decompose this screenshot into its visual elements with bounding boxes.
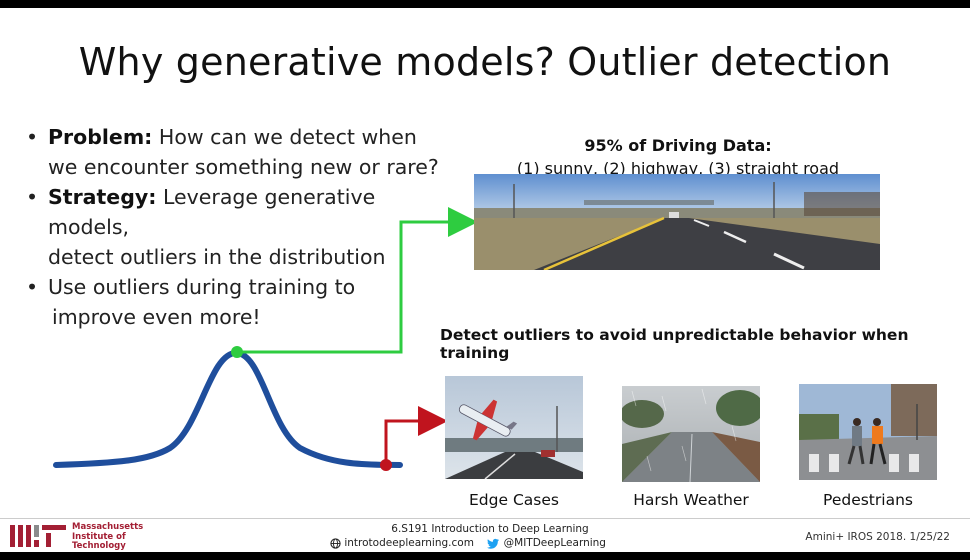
citation-text: Amini+ IROS 2018. 1/25/22: [805, 531, 950, 543]
red-arrow-path: [384, 406, 448, 465]
bullet-text: How can we detect when: [152, 125, 417, 149]
bullet-text: Leverage generative models,: [48, 185, 376, 239]
bullet-text-continued: detect outliers in the distribution: [48, 245, 386, 269]
bullet-text: Use outliers during training to: [48, 275, 356, 299]
slide-footer: Massachusetts Institute of Technology 6.…: [0, 518, 970, 552]
driving-data-heading: 95% of Driving Data: (1) sunny, (2) high…: [468, 136, 888, 178]
slide-title: Why generative models? Outlier detection: [78, 40, 892, 84]
footer-links: introtodeeplearning.com @MITDeepLearning: [330, 537, 606, 549]
driving-data-subtitle: (1) sunny, (2) highway, (3) straight roa…: [516, 159, 840, 178]
twitter-bird-icon: [487, 538, 500, 549]
bullet-text-continued: improve even more!: [52, 305, 261, 329]
website-link[interactable]: introtodeeplearning.com: [344, 537, 474, 549]
bullet-use-outliers: Use outliers during training to improve …: [26, 272, 446, 332]
bullet-list: Problem: How can we detect when we encou…: [26, 122, 446, 332]
driving-data-title: 95% of Driving Data:: [584, 136, 772, 155]
edge-cases-caption: Edge Cases: [469, 491, 559, 509]
highway-photo: [474, 174, 880, 270]
harsh-weather-caption: Harsh Weather: [633, 491, 749, 509]
bullet-text-continued: we encounter something new or rare?: [48, 155, 439, 179]
pedestrians-photo: [799, 384, 937, 480]
course-title: 6.S191 Introduction to Deep Learning: [391, 523, 589, 535]
globe-icon: [330, 537, 341, 549]
mit-name-line: Massachusetts: [72, 522, 144, 532]
mit-name: Massachusetts Institute of Technology: [72, 522, 144, 552]
bullet-problem: Problem: How can we detect when we encou…: [26, 122, 446, 182]
mit-name-line: Technology: [72, 541, 126, 551]
edge-cases-photo: [445, 376, 583, 479]
bullet-strategy: Strategy: Leverage generative models, de…: [26, 182, 446, 272]
peak-marker: [231, 346, 243, 358]
detect-outliers-text: Detect outliers to avoid unpredictable b…: [440, 326, 909, 362]
outlier-marker: [380, 459, 392, 471]
bullet-bold-label: Problem:: [48, 125, 153, 149]
mit-name-line: Institute of: [72, 531, 126, 542]
distribution-curve: [53, 349, 403, 468]
harsh-weather-photo: [622, 386, 760, 482]
pedestrians-caption: Pedestrians: [823, 491, 913, 509]
mit-logo-icon: [10, 525, 66, 547]
bullet-bold-label: Strategy:: [48, 185, 157, 209]
distribution-diagram: [53, 207, 478, 471]
twitter-handle[interactable]: @MITDeepLearning: [503, 537, 606, 549]
green-arrow-path: [238, 207, 478, 354]
slide: Why generative models? Outlier detection…: [0, 8, 970, 552]
